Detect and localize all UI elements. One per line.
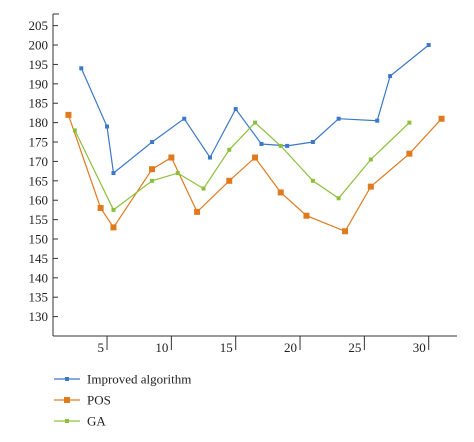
data-point — [278, 143, 283, 148]
legend-marker — [64, 397, 70, 403]
data-point — [105, 124, 110, 129]
data-point — [182, 116, 187, 121]
y-tick-label: 200 — [29, 38, 49, 53]
data-point — [406, 150, 413, 157]
data-point — [367, 183, 374, 190]
data-point — [111, 171, 116, 176]
data-point — [407, 120, 412, 125]
data-point — [201, 186, 206, 191]
series-layer — [65, 43, 445, 235]
data-point — [336, 196, 341, 201]
y-tick-label: 170 — [29, 154, 49, 169]
y-tick-label: 160 — [29, 193, 49, 208]
data-point — [426, 43, 431, 48]
data-point — [72, 128, 77, 133]
data-point — [110, 224, 117, 231]
legend-marker — [65, 419, 69, 423]
x-tick-label: 10 — [155, 340, 168, 355]
data-point — [150, 178, 155, 183]
data-point — [342, 228, 349, 235]
data-point — [194, 208, 201, 215]
data-point — [111, 207, 116, 212]
data-point — [79, 66, 84, 71]
y-tick-label: 205 — [29, 18, 49, 33]
x-axis-ticks: 5 10 15 20 25 30 — [98, 336, 430, 355]
y-tick-label: 165 — [29, 173, 49, 188]
y-axis-ticks: 130 135 140 145 150 155 160 165 170 175 180 185 190 1… — [29, 18, 58, 324]
series-2 — [65, 111, 445, 235]
series-line — [80, 44, 430, 175]
y-tick-label: 140 — [29, 270, 49, 285]
y-tick-label: 190 — [29, 76, 49, 91]
data-point — [97, 204, 104, 211]
x-tick-label: 5 — [98, 340, 105, 355]
x-tick-label: 25 — [348, 340, 361, 355]
data-point — [226, 177, 233, 184]
legend-label: GA — [87, 414, 106, 429]
y-tick-label: 155 — [29, 212, 49, 227]
data-point — [285, 143, 290, 148]
data-point — [310, 140, 315, 145]
y-tick-label: 185 — [29, 96, 49, 111]
data-point — [438, 115, 445, 122]
data-point — [303, 212, 310, 219]
data-point — [150, 140, 155, 145]
legend-marker — [65, 377, 69, 381]
data-point — [336, 116, 341, 121]
data-point — [65, 111, 72, 118]
data-point — [207, 155, 212, 160]
data-point — [368, 157, 373, 162]
series-1 — [79, 43, 431, 176]
legend-item: GA — [54, 414, 106, 429]
data-point — [227, 147, 232, 152]
y-tick-label: 180 — [29, 115, 49, 130]
data-point — [277, 189, 284, 196]
x-tick-label: 30 — [413, 340, 426, 355]
data-point — [253, 120, 257, 125]
y-tick-label: 145 — [29, 251, 49, 266]
y-tick-label: 150 — [29, 232, 49, 247]
legend-item: POS — [54, 393, 111, 408]
x-tick-label: 20 — [284, 340, 297, 355]
y-tick-label: 135 — [29, 290, 49, 305]
series-line — [74, 121, 410, 211]
data-point — [310, 178, 315, 183]
y-tick-label: 130 — [29, 309, 49, 324]
legend-label: POS — [87, 393, 111, 408]
data-point — [175, 171, 180, 176]
data-point — [168, 154, 175, 161]
series-line — [67, 114, 443, 233]
data-point — [375, 118, 380, 123]
legend-item: Improved algorithm — [54, 372, 191, 387]
data-point — [149, 166, 156, 173]
legend: Improved algorithm POS GA — [54, 372, 191, 429]
legend-label: Improved algorithm — [87, 372, 191, 387]
data-point — [252, 154, 258, 161]
y-tick-label: 175 — [29, 135, 49, 150]
data-point — [259, 141, 264, 146]
series-3 — [72, 120, 412, 212]
y-tick-label: 195 — [29, 57, 49, 72]
x-tick-label: 15 — [220, 340, 233, 355]
data-point — [388, 74, 393, 79]
data-point — [233, 107, 238, 112]
